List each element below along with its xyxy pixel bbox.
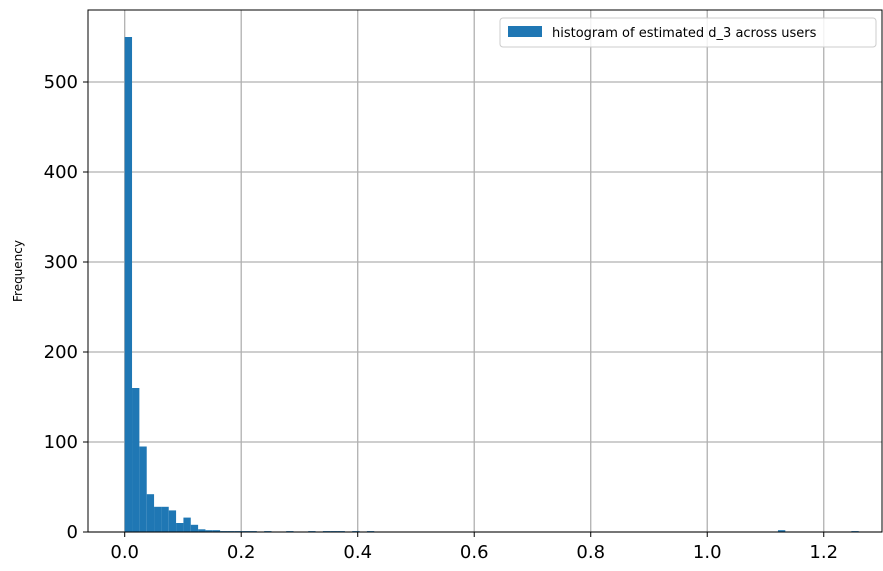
plot-frame [87,9,883,533]
histogram-bar [124,37,133,532]
y-tick-label: 400 [44,162,78,183]
histogram-bar [212,530,221,532]
x-tick-labels: 0.0 0.2 0.4 0.6 0.8 1.0 1.2 [110,542,838,563]
x-tick-label: 0.8 [576,542,605,563]
histogram-bar [168,510,177,532]
legend-label: histogram of estimated d_3 across users [552,26,817,41]
histogram-bar [205,530,213,532]
histogram-bar [183,517,191,532]
histogram-bar [146,494,155,532]
histogram-bar [161,506,169,532]
y-tick-labels: 0 100 200 300 400 500 [44,72,78,543]
histogram-bar [190,524,199,532]
x-tick-label: 0.2 [227,542,256,563]
x-tick-label: 0.4 [343,542,372,563]
histogram-bar [139,446,147,532]
histogram-bar [176,523,184,532]
y-tick-label: 200 [44,342,78,363]
legend-swatch [508,26,542,37]
histogram-bar [198,529,206,532]
histogram-bars [124,37,859,532]
x-tick-label: 0.6 [460,542,489,563]
grid-lines [88,10,882,533]
histogram-bar [132,388,140,532]
x-tick-label: 1.0 [693,542,722,563]
y-axis-label: Frequency [11,240,25,302]
y-tick-label: 300 [44,252,78,273]
x-tick-label: 1.2 [809,542,838,563]
axis-ticks [83,81,825,537]
legend: histogram of estimated d_3 across users [499,17,877,48]
histogram-bar [154,506,162,532]
legend-box [499,17,877,48]
y-tick-label: 500 [44,72,78,93]
histogram-bar [777,530,786,532]
x-tick-label: 0.0 [110,542,139,563]
y-tick-label: 0 [67,522,78,543]
y-tick-label: 100 [44,432,78,453]
